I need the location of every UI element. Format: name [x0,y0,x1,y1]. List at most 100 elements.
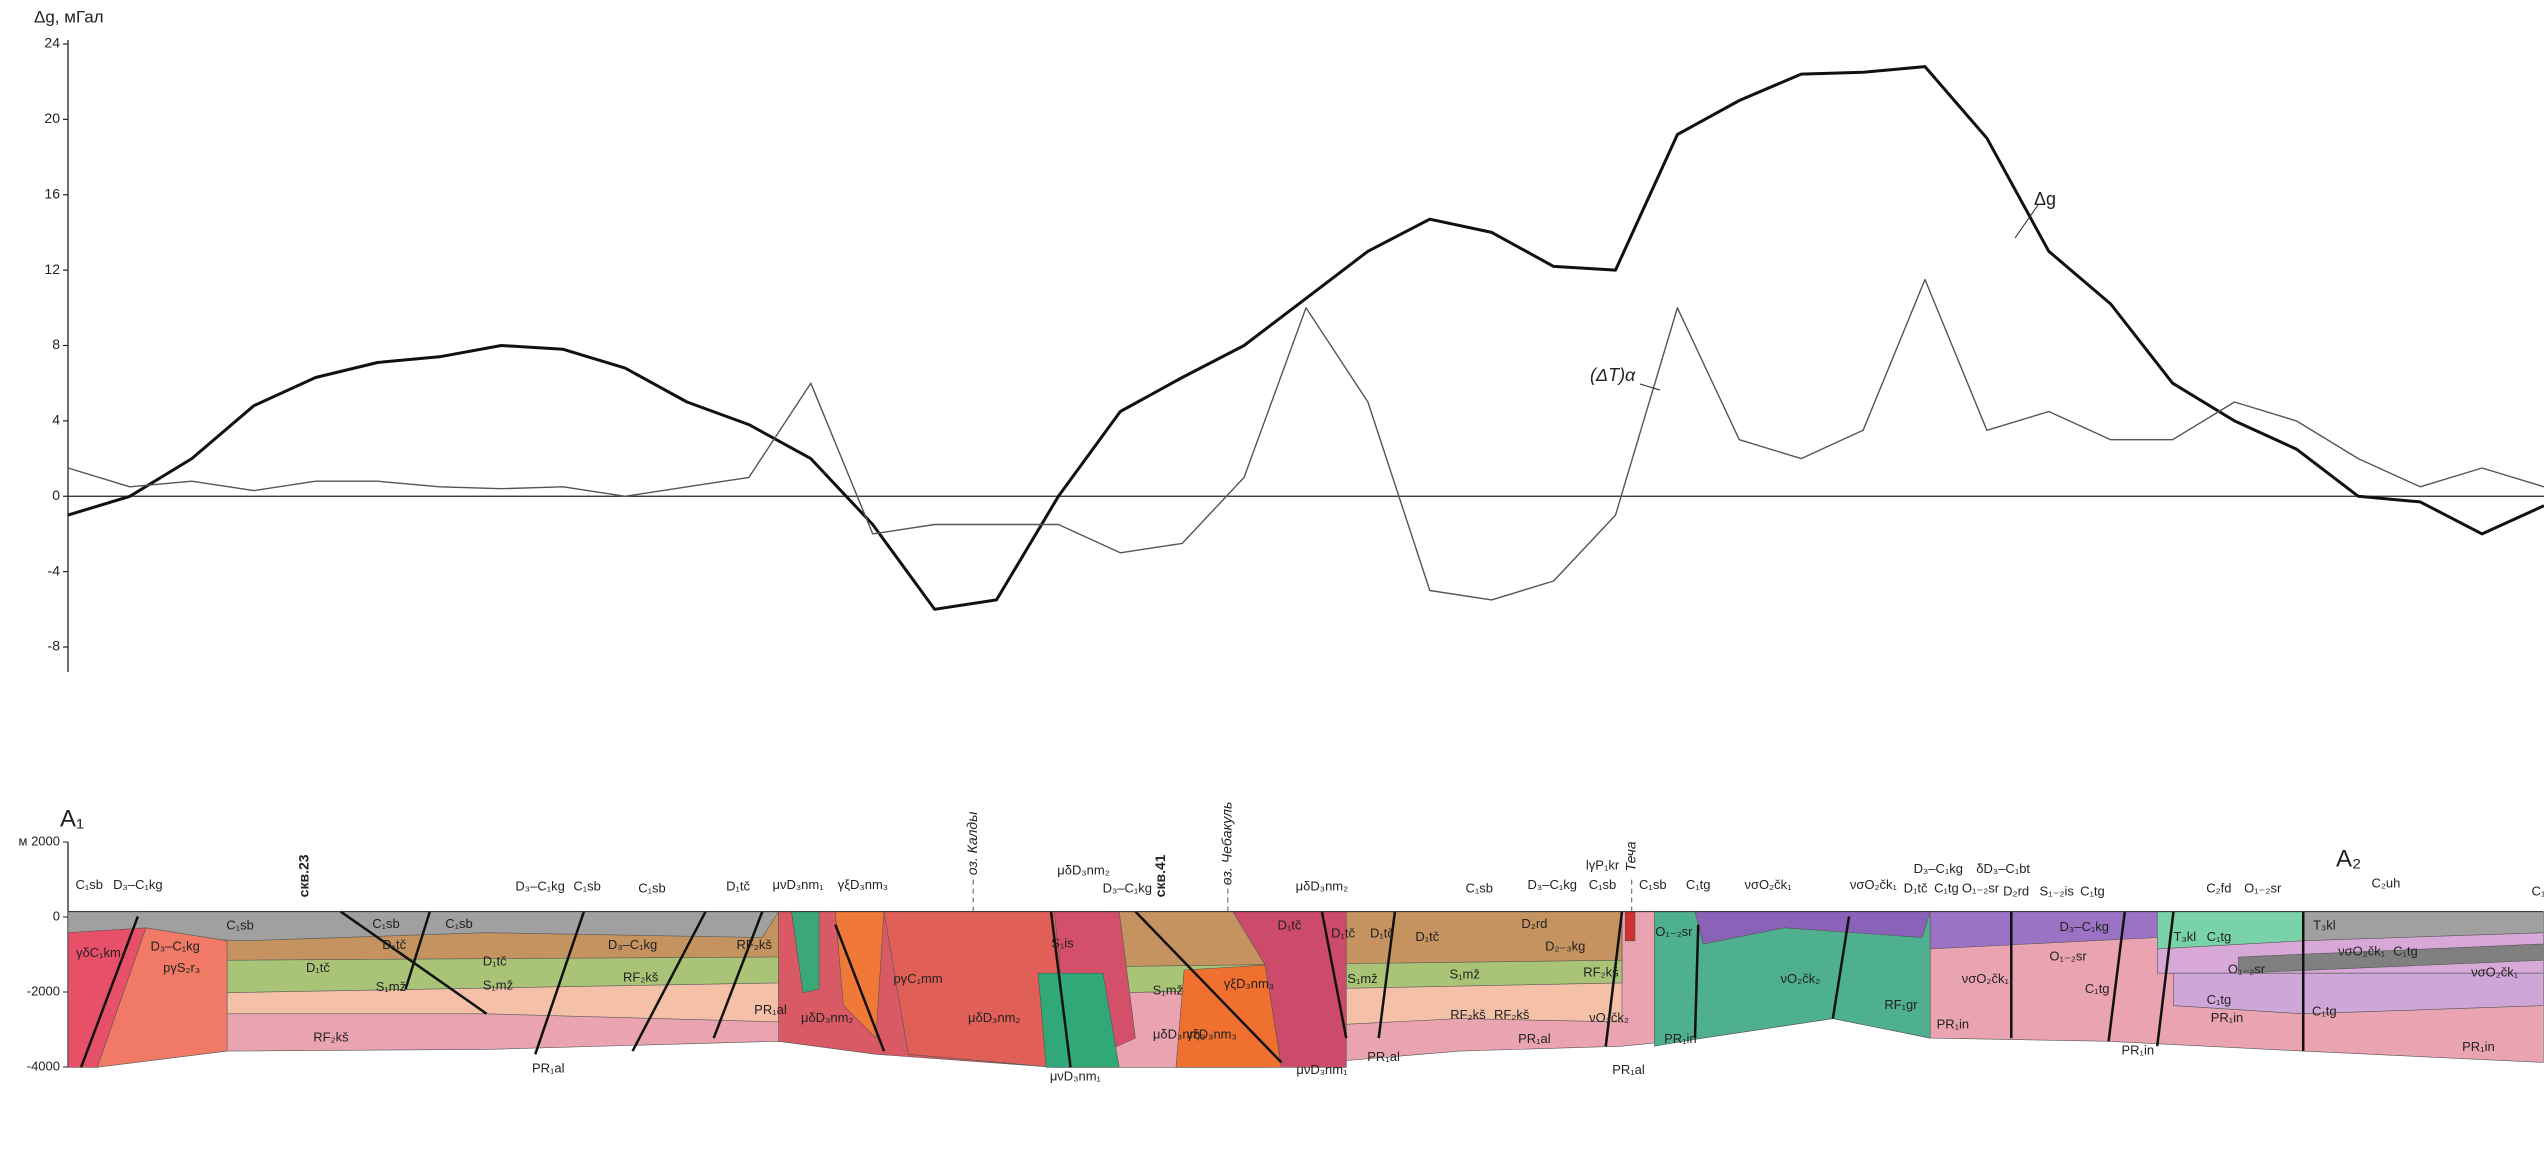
unit-label: C₁sb [638,880,666,895]
unit-label: T₃kl [2174,929,2197,944]
y-tick-label: 0 [52,487,60,503]
unit-label: D₃–C₁kg [1103,880,1152,895]
unit-label: S₁mž [1449,966,1479,981]
unit-label: μδD₃nm₂ [1153,1026,1206,1041]
unit-label: C₁sb [445,916,473,931]
unit-label: γξD₃nm₃ [1186,1026,1236,1041]
y-axis-label: Δg, мГал [34,7,104,26]
unit-label: C₁tg [2207,929,2232,944]
unit-label: C₁sb [573,879,601,894]
unit-label: O₁₋₂sr [2228,961,2266,976]
unit-label: PR₁al [532,1060,565,1075]
unit-label: C₁tg [2393,944,2418,959]
unit-label: S₁₋₂is [2040,884,2075,899]
unit-label: PR₁in [1937,1017,1970,1032]
unit-label: D₃–C₁kg [515,879,564,894]
unit-label: μνD₃nm₁ [1296,1062,1348,1077]
unit-label: C₁tg [1686,877,1711,892]
unit-label: μδD₃nm₂ [1296,879,1349,894]
fault [1604,911,1624,1047]
y-tick-label: -4 [48,562,61,578]
unit-label: PR₁al [754,1002,787,1017]
unit-label: C₁ [2532,884,2544,899]
unit-label: δD₃–C₁bt [1976,861,2030,876]
unit-label: RF₂kš [313,1030,349,1045]
fault [2107,911,2127,1042]
unit-label: S₁mž [1347,971,1377,986]
unit-label: μδD₃nm₂ [968,1010,1021,1025]
unit-label: D₃–C₁kg [1528,877,1577,892]
unit-label: PR₁in [1664,1031,1697,1046]
unit-label: RF₂kš [1450,1007,1486,1022]
unit-label: C₁sb [1466,880,1494,895]
unit-label: O₁₋₂sr [1962,880,2000,895]
fault [1693,924,1700,1039]
unit-label: νσO₂čk₁ [1962,971,2010,986]
unit-label: S₁mž [1153,982,1183,997]
unit-label: O₁₋₂sr [1655,924,1693,939]
unit-label: D₁tč [483,953,507,968]
section-start: A₁ [60,805,84,832]
unit-label: D₁tč [382,937,406,952]
unit-label: D₃–C₁kg [150,939,199,954]
vertical-label: Теча [1622,841,1638,871]
unit-label: D₂rd [1521,916,1547,931]
fault [631,910,707,1052]
unit-label: O₁₋₂sr [2049,948,2087,963]
unit-label: PR₁al [1518,1031,1551,1046]
fault [1377,911,1397,1039]
unit-label: pγC₁mm [893,971,942,986]
unit-label: pγS₂r₃ [163,960,200,975]
unit-label: μνD₃nm₁ [1050,1068,1102,1083]
fault [712,911,764,1039]
unit-label: D₃–C₁kg [2060,919,2109,934]
series-label: (ΔT)α [1590,365,1636,385]
vertical-label: скв.41 [1152,854,1168,897]
rock-unit [1175,964,1282,1068]
y-tick-label: -8 [48,638,61,654]
unit-label: C₁sb [1639,877,1667,892]
fault [1134,910,1283,1064]
depth-tick-label: м 2000 [19,833,60,848]
unit-label: C₁tg [2207,992,2232,1007]
unit-label: C₁tg [1934,880,1959,895]
rock-unit [96,927,228,1068]
unit-label: D₁tč [1331,926,1355,941]
vertical-label: скв.23 [296,854,312,897]
unit-label: S₁mž [483,978,513,993]
fault [1831,916,1851,1019]
unit-label: C₁sb [226,918,254,933]
unit-label: RF₂kš [623,970,659,985]
unit-label: C₁tg [2085,981,2110,996]
section-end: A₂ [2336,845,2361,872]
unit-label: D₃–C₁kg [1914,861,1963,876]
y-tick-label: 4 [52,412,60,428]
rock-unit [2238,943,2544,974]
vertical-label: оз. Калды [964,811,980,875]
rock-unit [1037,972,1120,1068]
y-tick-label: 20 [44,110,60,126]
unit-label: lγP₁kr [1586,858,1620,873]
unit-label: C₂uh [2372,875,2401,890]
unit-label: νσO₂čk₁ [1744,877,1792,892]
vertical-label: оз. Чебакуль [1219,802,1235,886]
unit-label: γξD₃nm₃ [1224,976,1274,991]
fault [534,911,586,1055]
unit-label: μνD₃nm₁ [772,877,824,892]
unit-label: S₁is [1051,935,1074,950]
unit-label: μδD₃nm₂ [1057,862,1110,877]
fault [1049,911,1072,1068]
unit-label: γδC₁km₁ [76,945,126,960]
unit-label: D₂₋₃kg [1545,939,1585,954]
unit-label: C₁sb [1589,877,1617,892]
unit-label: D₁tč [1278,918,1302,933]
fault [1320,911,1348,1039]
unit-label: γξD₃nm₃ [838,877,888,892]
unit-label: νσO₂čk₁ [1850,877,1898,892]
unit-label: D₂rd [2003,884,2029,899]
unit-label: PR₁in [2462,1039,2495,1054]
data-line [67,65,2544,611]
unit-label: S₁mž [376,979,406,994]
unit-label: D₃–C₁kg [608,937,657,952]
